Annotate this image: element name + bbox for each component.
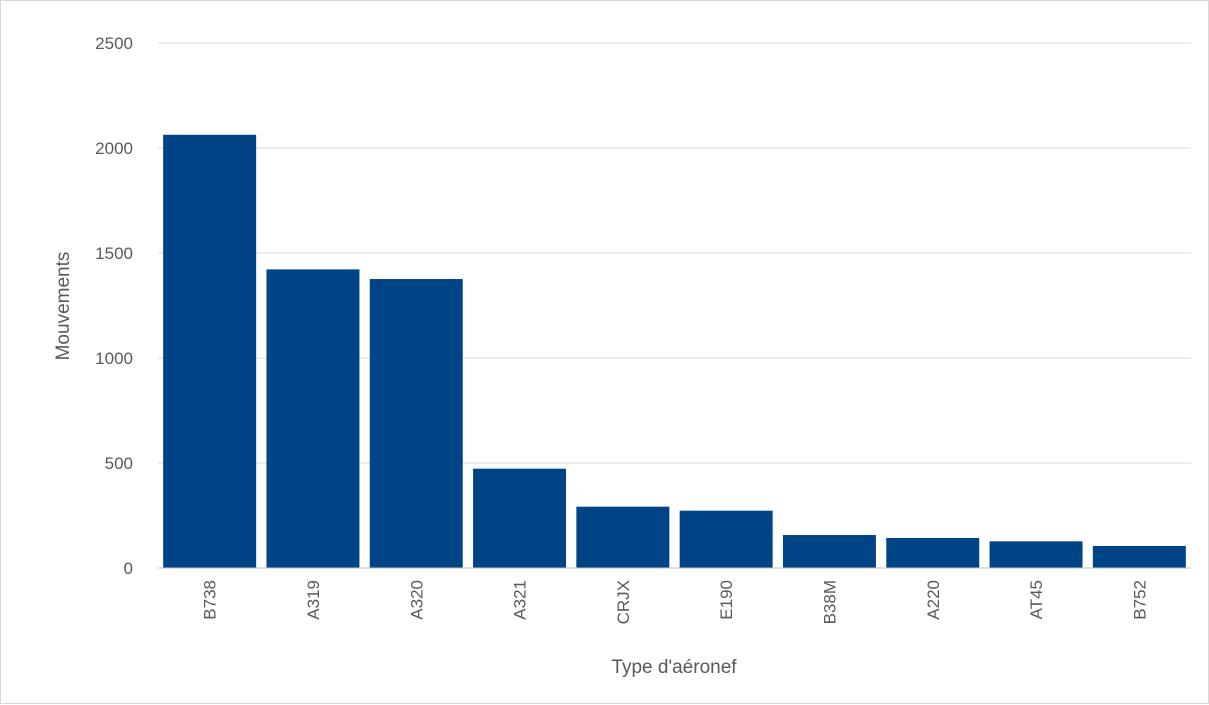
- y-axis-title: Mouvements: [53, 252, 74, 361]
- x-axis-title: Type d'aéronef: [611, 657, 737, 678]
- bar-at45: [989, 541, 1083, 568]
- x-tick-label: CRJX: [614, 580, 633, 624]
- bar-crjx: [576, 506, 670, 568]
- bar-a321: [473, 468, 567, 568]
- y-tick-label: 500: [105, 454, 133, 473]
- x-tick-label: E190: [717, 580, 736, 620]
- x-tick-label: A321: [511, 580, 530, 620]
- bar-a319: [266, 269, 360, 568]
- y-tick-label: 1000: [95, 349, 133, 368]
- bar-a320: [369, 279, 463, 568]
- x-tick-label: A220: [924, 580, 943, 620]
- y-tick-labels: 0 500 1000 1500 2000 2500: [95, 34, 133, 578]
- y-tick-label: 1500: [95, 244, 133, 263]
- bar-e190: [679, 510, 773, 568]
- x-tick-label: A320: [407, 580, 426, 620]
- bar-b738: [163, 134, 257, 568]
- bars: [163, 134, 1186, 568]
- bar-b38m: [782, 535, 876, 568]
- y-tick-label: 0: [124, 559, 133, 578]
- x-tick-label: B738: [201, 580, 220, 620]
- x-tick-labels: B738 A319 A320 A321 CRJX E190 B38M A220 AT45 B752: [201, 580, 1150, 624]
- bar-a220: [886, 537, 980, 568]
- y-tick-label: 2000: [95, 139, 133, 158]
- y-tick-label: 2500: [95, 34, 133, 53]
- x-tick-label: AT45: [1027, 580, 1046, 619]
- x-tick-label: B752: [1130, 580, 1149, 620]
- x-tick-label: A319: [304, 580, 323, 620]
- x-tick-label: B38M: [820, 580, 839, 624]
- bar-b752: [1092, 545, 1186, 568]
